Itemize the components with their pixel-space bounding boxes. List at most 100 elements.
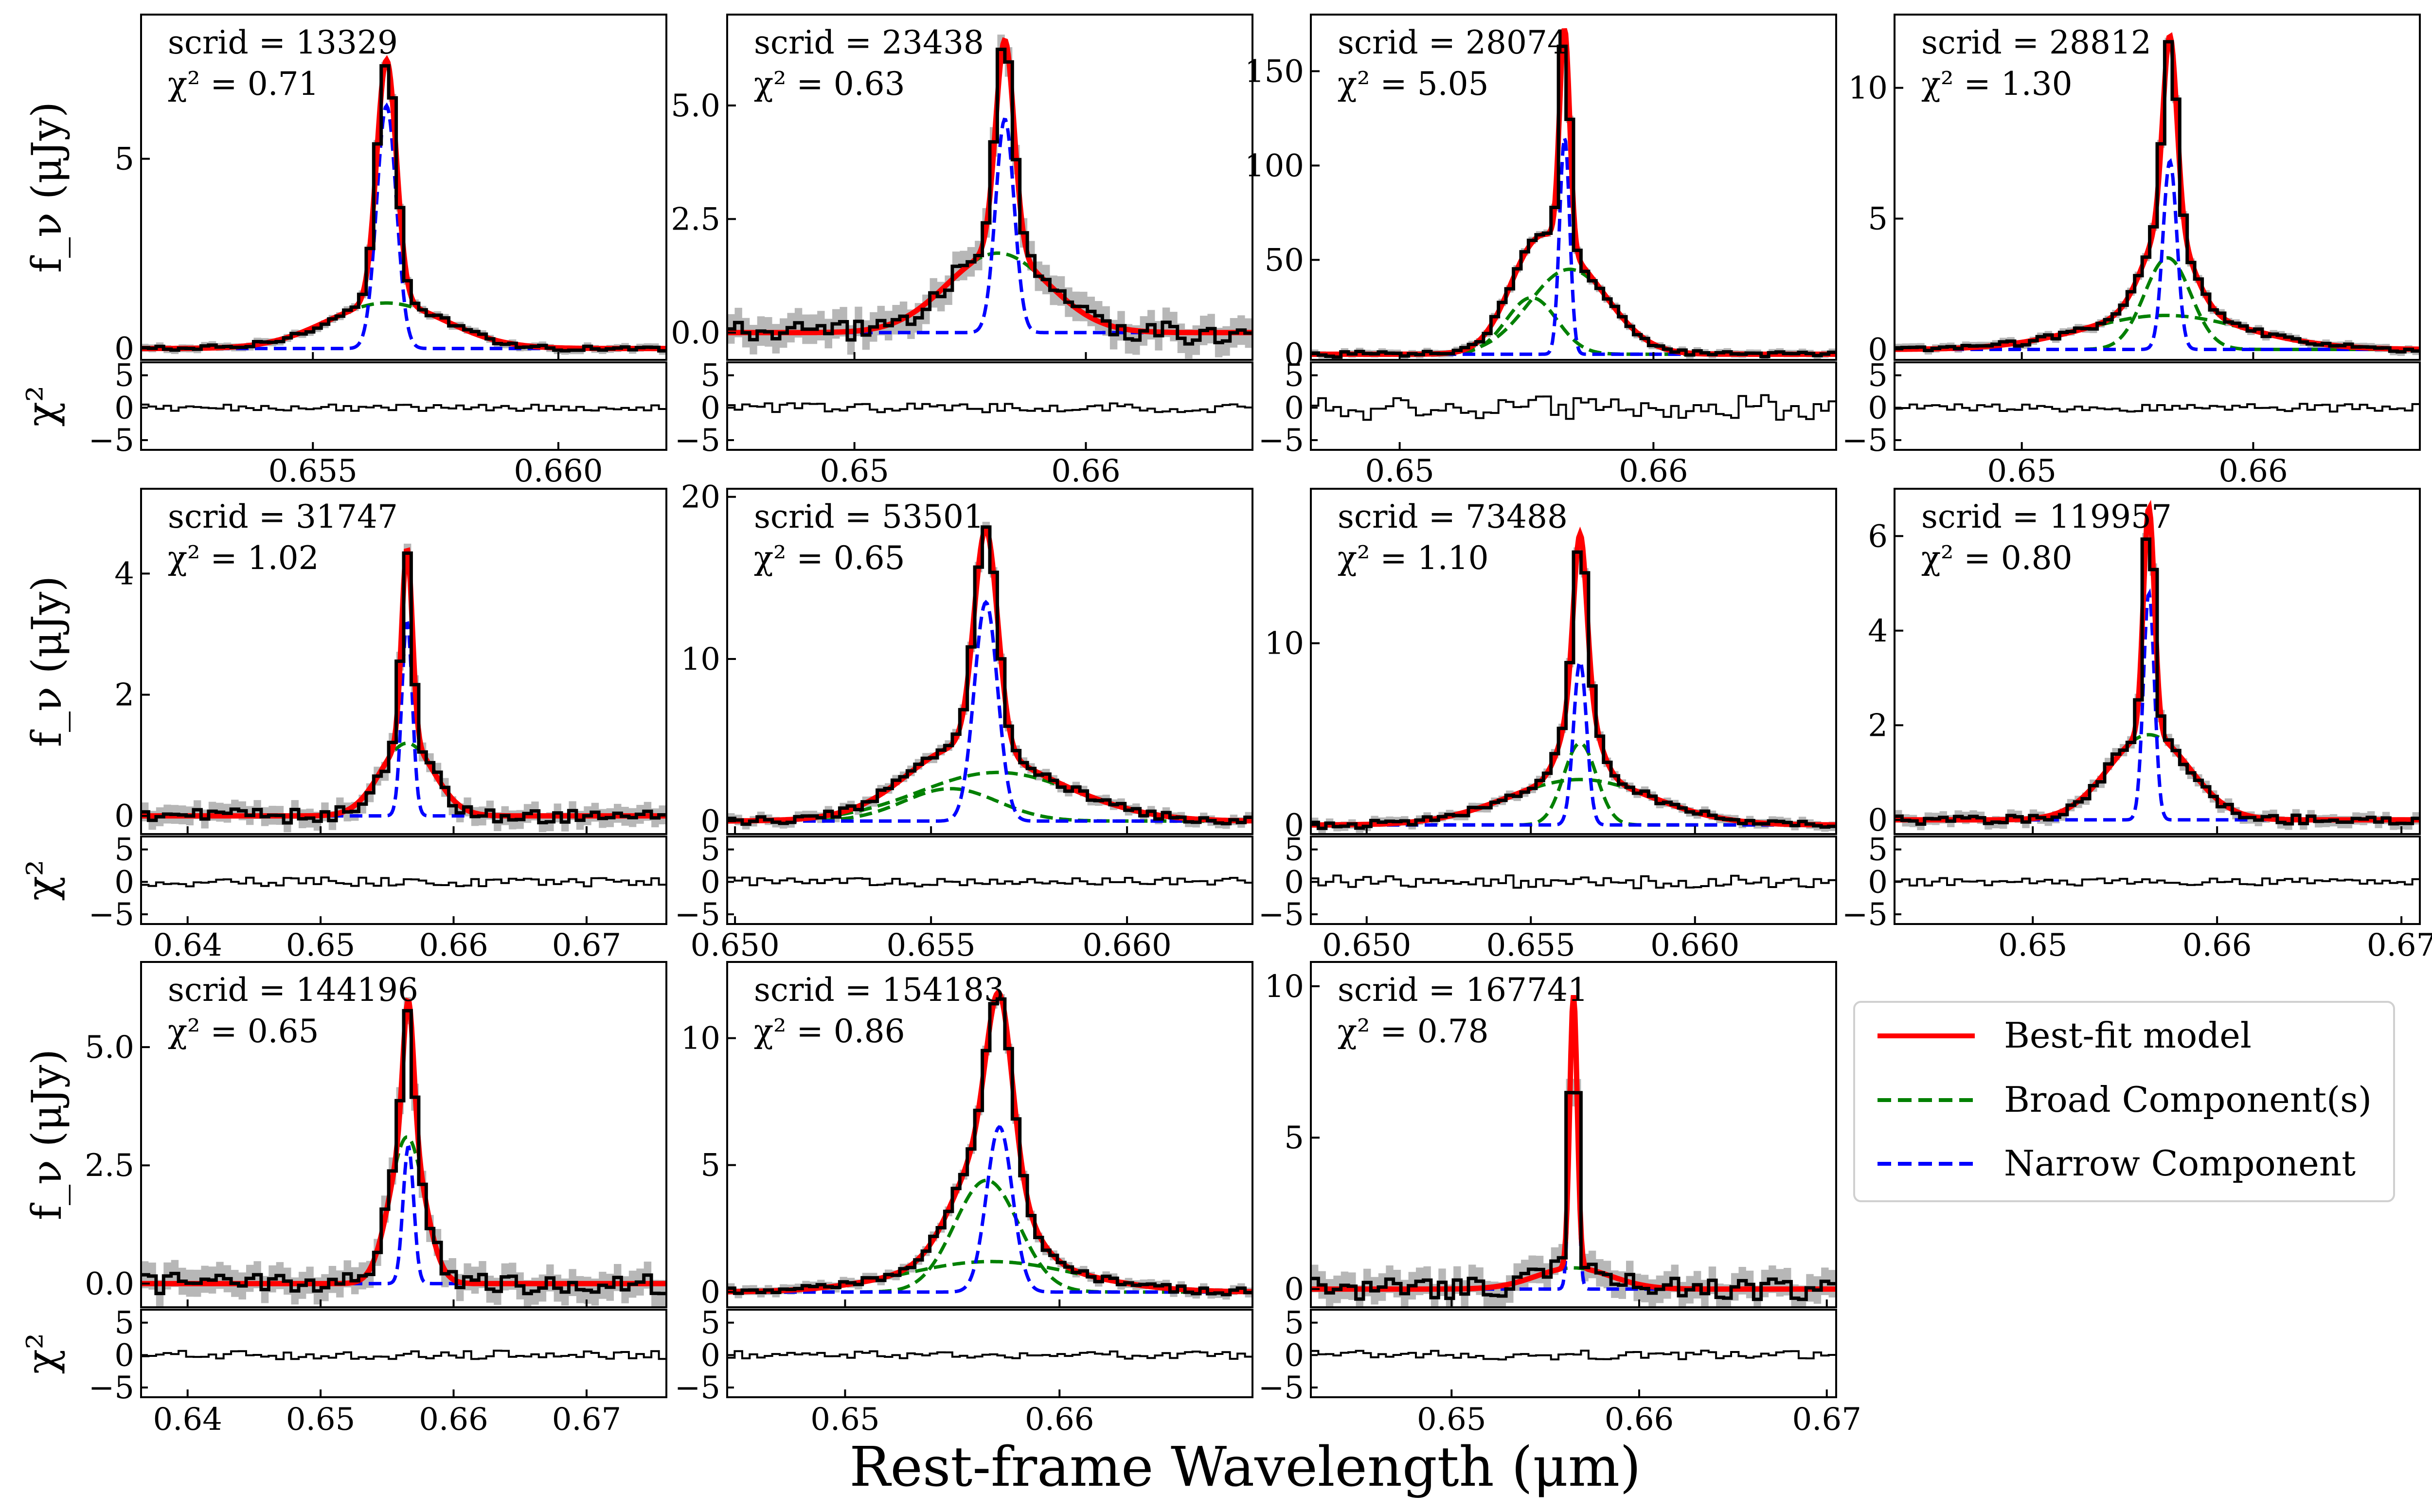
flux-axis-label: f_ν (μJy)	[23, 576, 71, 747]
flux-axes-frame	[140, 488, 667, 835]
resid-y-tick-label: −5	[675, 897, 720, 933]
narrow-component-1	[727, 1125, 1252, 1294]
x-tick-label: 0.655	[886, 927, 975, 963]
x-tick-label: 0.65	[286, 927, 356, 963]
scrid-annotation: scrid = 119957	[1921, 498, 2172, 535]
residual-spectrum	[727, 402, 1252, 413]
scrid-annotation: scrid = 28074	[1338, 24, 1568, 61]
x-tick-label: 0.65	[1417, 1402, 1486, 1438]
x-tick-label: 0.66	[1619, 453, 1688, 489]
y-tick-label: 10	[681, 1021, 720, 1057]
resid-y-tick-label: 5	[114, 1305, 134, 1341]
legend: Best-fit model Broad Component(s) Narrow…	[1853, 1001, 2395, 1202]
legend-label-narrow: Narrow Component	[2004, 1143, 2356, 1184]
resid-y-tick-label: 0	[1284, 390, 1304, 426]
resid-y-tick-label: −5	[89, 423, 134, 459]
x-tick-label: 0.66	[2218, 453, 2288, 489]
observed-spectrum	[727, 997, 1252, 1297]
residual-axis-label: χ²	[18, 1333, 66, 1374]
resid-y-tick-label: 0	[700, 390, 720, 426]
resid-y-tick-label: 5	[1284, 1305, 1304, 1341]
resid-y-tick-label: −5	[1842, 897, 1888, 933]
flux-axes-frame	[726, 488, 1253, 835]
resid-y-tick-label: 0	[1868, 864, 1888, 900]
resid-y-tick-label: 0	[1284, 1337, 1304, 1373]
y-tick-label: 0.0	[671, 315, 720, 351]
panel-scrid-144196: 0.0 2.5 5.0 −505 0.64 0.65 0.66 0.67 scrid = 144…	[18, 961, 667, 1438]
flux-axes-frame	[1894, 14, 2421, 361]
residual-spectrum	[1895, 403, 2420, 413]
y-tick-label: 10	[1265, 969, 1304, 1005]
resid-y-tick-label: 0	[1868, 390, 1888, 426]
residual-spectrum	[1311, 1350, 1836, 1361]
resid-y-tick-label: 0	[114, 390, 134, 426]
x-tick-label: 0.650	[691, 927, 780, 963]
y-tick-label: 2.5	[85, 1148, 134, 1184]
x-tick-label: 0.655	[268, 453, 358, 489]
x-tick-label: 0.66	[2182, 927, 2252, 963]
flux-axes-frame	[726, 961, 1253, 1308]
error-band	[727, 35, 1252, 359]
residual-axis-label: χ²	[18, 860, 66, 901]
resid-y-tick-label: 0	[1284, 864, 1304, 900]
broad-component-1	[727, 1178, 1252, 1294]
x-tick-label: 0.66	[1051, 453, 1121, 489]
scrid-annotation: scrid = 28812	[1921, 24, 2151, 61]
scrid-annotation: scrid = 73488	[1338, 498, 1568, 535]
x-tick-label: 0.67	[2367, 927, 2432, 963]
y-tick-label: 5.0	[85, 1030, 134, 1066]
broad-component-1	[1311, 741, 1836, 827]
panel-scrid-23438: 0.0 2.5 5.0 −505 0.65 0.66 scrid = 23438 χ² = 0…	[671, 14, 1253, 489]
resid-y-tick-label: 5	[1868, 358, 1888, 394]
y-tick-label: 10	[1848, 71, 1888, 107]
y-tick-label: 0	[1284, 1272, 1304, 1308]
chi2-annotation: χ² = 0.80	[1921, 539, 2073, 577]
y-tick-label: 0.0	[85, 1266, 134, 1302]
x-tick-label: 0.66	[419, 1402, 488, 1438]
error-band	[727, 994, 1252, 1300]
resid-y-tick-label: −5	[1258, 1370, 1304, 1406]
chi2-annotation: χ² = 0.63	[754, 65, 905, 103]
residual-spectrum	[727, 876, 1252, 888]
y-tick-label: 2.5	[671, 201, 720, 237]
flux-axes-frame	[1310, 488, 1837, 835]
residual-axes-frame	[140, 836, 667, 925]
x-tick-label: 0.67	[1792, 1402, 1861, 1438]
narrow-component-1	[727, 600, 1252, 823]
chi2-annotation: χ² = 0.65	[168, 1013, 319, 1050]
x-tick-label: 0.64	[153, 927, 222, 963]
y-tick-label: 5	[114, 141, 134, 177]
residual-spectrum	[1311, 394, 1836, 421]
observed-spectrum	[727, 48, 1252, 346]
scrid-annotation: scrid = 23438	[754, 24, 984, 61]
observed-spectrum	[1311, 44, 1836, 359]
residual-axes-frame	[140, 1309, 667, 1398]
residual-spectrum	[141, 1350, 666, 1360]
residual-axes-frame	[1310, 361, 1837, 451]
x-tick-label: 0.66	[419, 927, 488, 963]
observed-spectrum	[727, 525, 1252, 826]
y-tick-label: 4	[1868, 613, 1888, 649]
observed-spectrum	[1311, 550, 1836, 830]
residual-axes-frame	[726, 1309, 1253, 1398]
best-fit-model	[1311, 995, 1836, 1292]
resid-y-tick-label: −5	[1258, 423, 1304, 459]
y-tick-label: 0	[700, 1275, 720, 1311]
y-tick-label: 0	[1284, 807, 1304, 843]
x-tick-label: 0.65	[820, 453, 889, 489]
y-tick-label: 0	[114, 331, 134, 367]
residual-axes-frame	[140, 361, 667, 451]
resid-y-tick-label: 0	[700, 864, 720, 900]
y-tick-label: 6	[1868, 518, 1888, 554]
y-tick-label: 0	[114, 799, 134, 835]
residual-spectrum	[1895, 877, 2420, 887]
resid-y-tick-label: 0	[114, 1337, 134, 1373]
